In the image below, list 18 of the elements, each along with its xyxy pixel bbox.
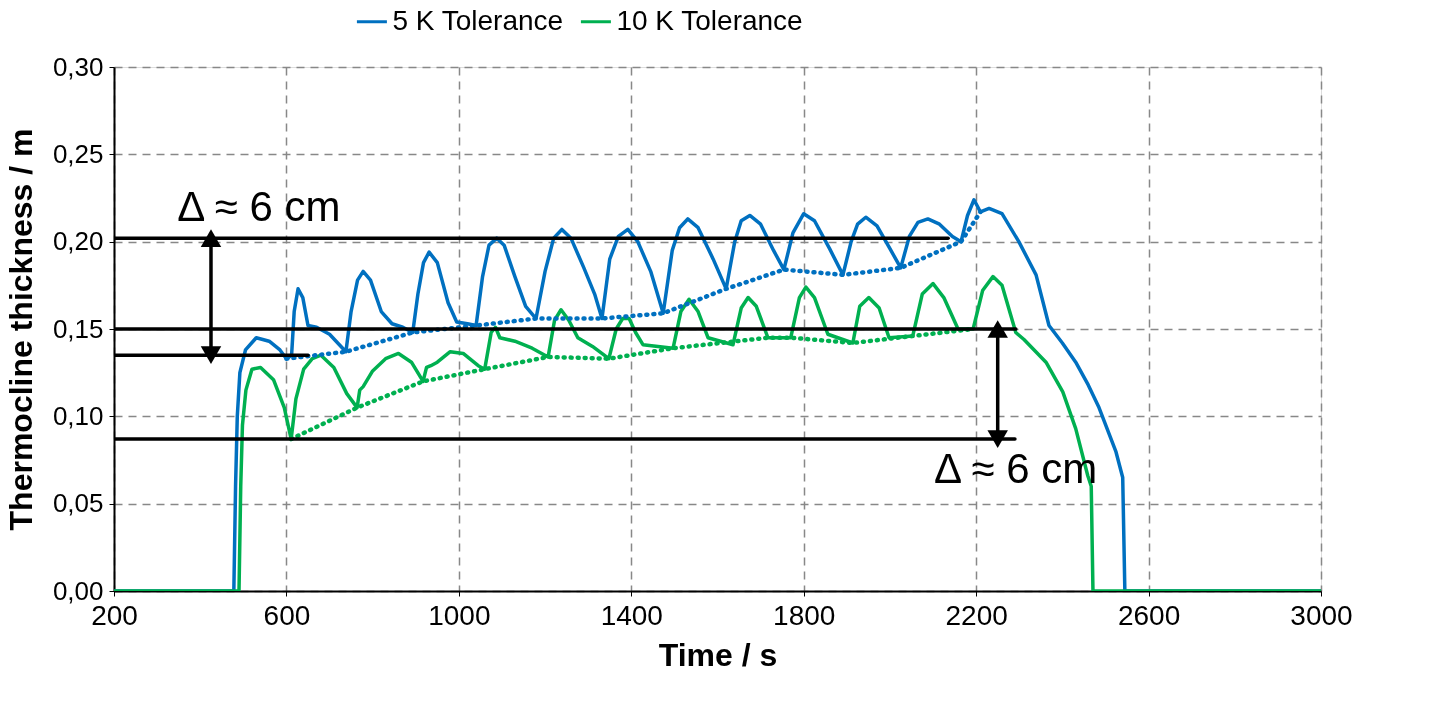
x-axis-title: Time / s: [658, 636, 778, 673]
y-tick-label: 0,15: [52, 313, 104, 344]
y-tick-label: 0,25: [52, 138, 104, 169]
x-tick-label: 1400: [600, 599, 663, 631]
x-tick-label: 600: [263, 599, 311, 631]
x-tick-label: 1800: [773, 599, 836, 631]
y-axis-title: Thermocline thickness / m: [2, 128, 39, 531]
y-tick-label: 0,30: [52, 51, 104, 82]
x-tick-label: 2200: [945, 599, 1008, 631]
y-tick-label: 0,10: [52, 400, 104, 431]
x-tick-label: 2600: [1117, 599, 1181, 631]
legend-label: 10 K Tolerance: [616, 4, 803, 36]
x-tick-label: 3000: [1290, 599, 1353, 631]
x-tick-label: 1000: [428, 599, 491, 631]
y-tick-label: 0,20: [52, 226, 104, 257]
y-tick-label: 0,05: [52, 488, 104, 519]
annotation: Δ ≈ 6 cm: [177, 183, 341, 231]
legend-label: 5 K Tolerance: [392, 4, 564, 36]
